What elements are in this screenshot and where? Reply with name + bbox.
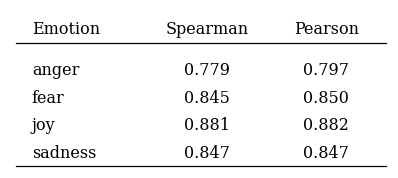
Text: Spearman: Spearman — [166, 21, 248, 38]
Text: 0.881: 0.881 — [184, 117, 230, 135]
Text: fear: fear — [32, 90, 64, 107]
Text: 0.847: 0.847 — [303, 145, 349, 162]
Text: 0.797: 0.797 — [303, 62, 349, 79]
Text: 0.845: 0.845 — [184, 90, 230, 107]
Text: Pearson: Pearson — [294, 21, 359, 38]
Text: 0.779: 0.779 — [184, 62, 230, 79]
Text: 0.850: 0.850 — [303, 90, 349, 107]
Text: Emotion: Emotion — [32, 21, 100, 38]
Text: 0.882: 0.882 — [303, 117, 349, 135]
Text: 0.847: 0.847 — [184, 145, 230, 162]
Text: joy: joy — [32, 117, 55, 135]
Text: anger: anger — [32, 62, 79, 79]
Text: sadness: sadness — [32, 145, 96, 162]
